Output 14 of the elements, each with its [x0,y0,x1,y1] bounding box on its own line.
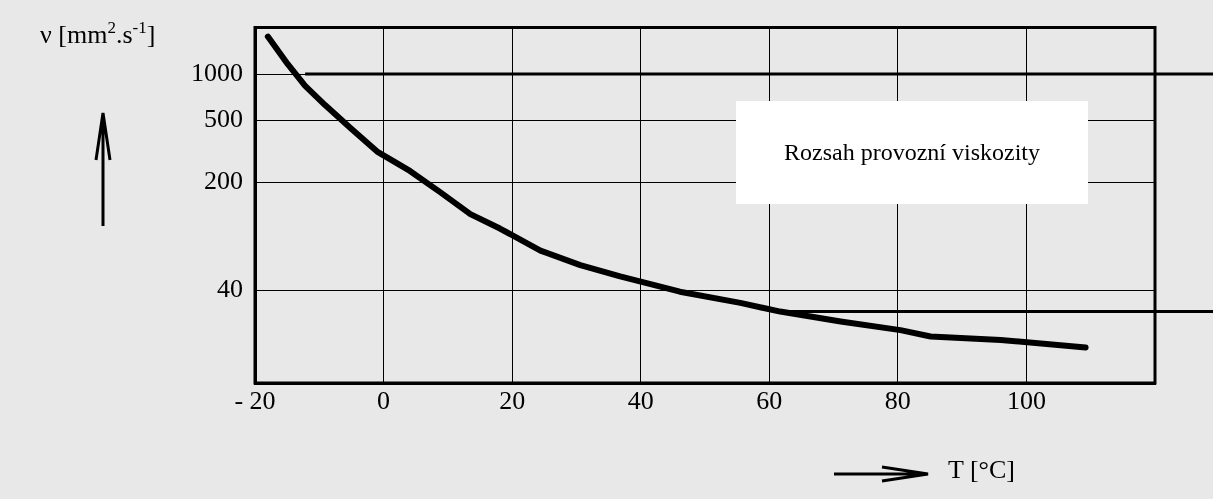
y-tick-label: 1000 [191,57,243,87]
x-tick-label: 80 [884,386,911,416]
y-tick-label: 500 [204,104,243,134]
y-tick-label: 40 [217,273,243,303]
x-tick-label: 60 [756,386,783,416]
label-box: Rozsah provozní viskozity [736,101,1088,205]
x-tick-label: 20 [499,386,526,416]
x-tick-label: 100 [1006,386,1046,416]
x-tick-label: 0 [377,386,391,416]
x-tick-label: 40 [627,386,654,416]
y-tick-label: 200 [204,165,243,195]
x-axis-title: T [°C] [948,455,1015,485]
x-tick-label: - 20 [234,386,276,416]
y-axis-title: ν [mm$^{2}$.s$^{-1}$] [40,18,156,50]
